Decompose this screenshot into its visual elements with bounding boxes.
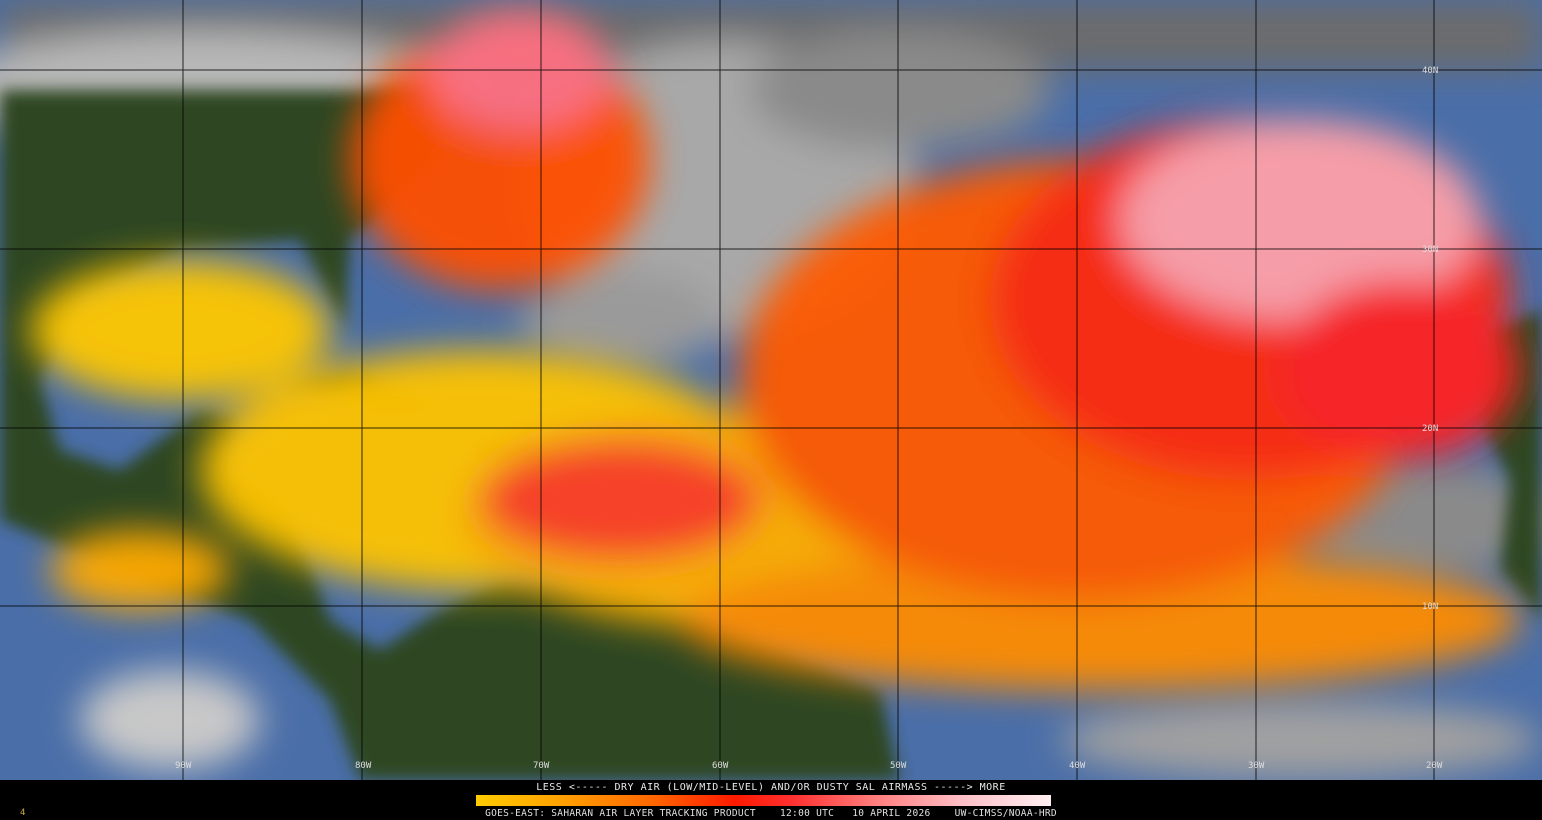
lon-label: 60W — [712, 761, 729, 771]
longitude-labels: 90W 80W 70W 60W 50W 40W 30W 20W — [175, 761, 1443, 771]
lat-label: 20N — [1422, 424, 1438, 434]
sal-satellite-map: 40N 30N 20N 10N 90W 80W 70W 60W 50W 40W … — [0, 0, 1542, 780]
lon-label: 50W — [890, 761, 907, 771]
lon-label: 30W — [1248, 761, 1265, 771]
lat-label: 40N — [1422, 66, 1438, 76]
product-credit: GOES-EAST: SAHARAN AIR LAYER TRACKING PR… — [485, 808, 1057, 819]
corner-mark: 4 — [20, 808, 26, 818]
lon-label: 80W — [355, 761, 372, 771]
latitude-labels: 40N 30N 20N 10N — [1422, 66, 1438, 612]
lat-label: 30N — [1422, 245, 1438, 255]
lon-label: 20W — [1426, 761, 1443, 771]
lon-label: 90W — [175, 761, 192, 771]
dust-layer — [30, 10, 1520, 690]
lat-lon-grid — [0, 0, 1542, 780]
cloud-layer — [0, 0, 1542, 780]
lon-label: 40W — [1069, 761, 1086, 771]
legend-title: LESS <----- DRY AIR (LOW/MID-LEVEL) AND/… — [536, 782, 1006, 793]
color-scale-bar — [476, 795, 1051, 806]
lon-label: 70W — [533, 761, 550, 771]
lat-label: 10N — [1422, 602, 1438, 612]
